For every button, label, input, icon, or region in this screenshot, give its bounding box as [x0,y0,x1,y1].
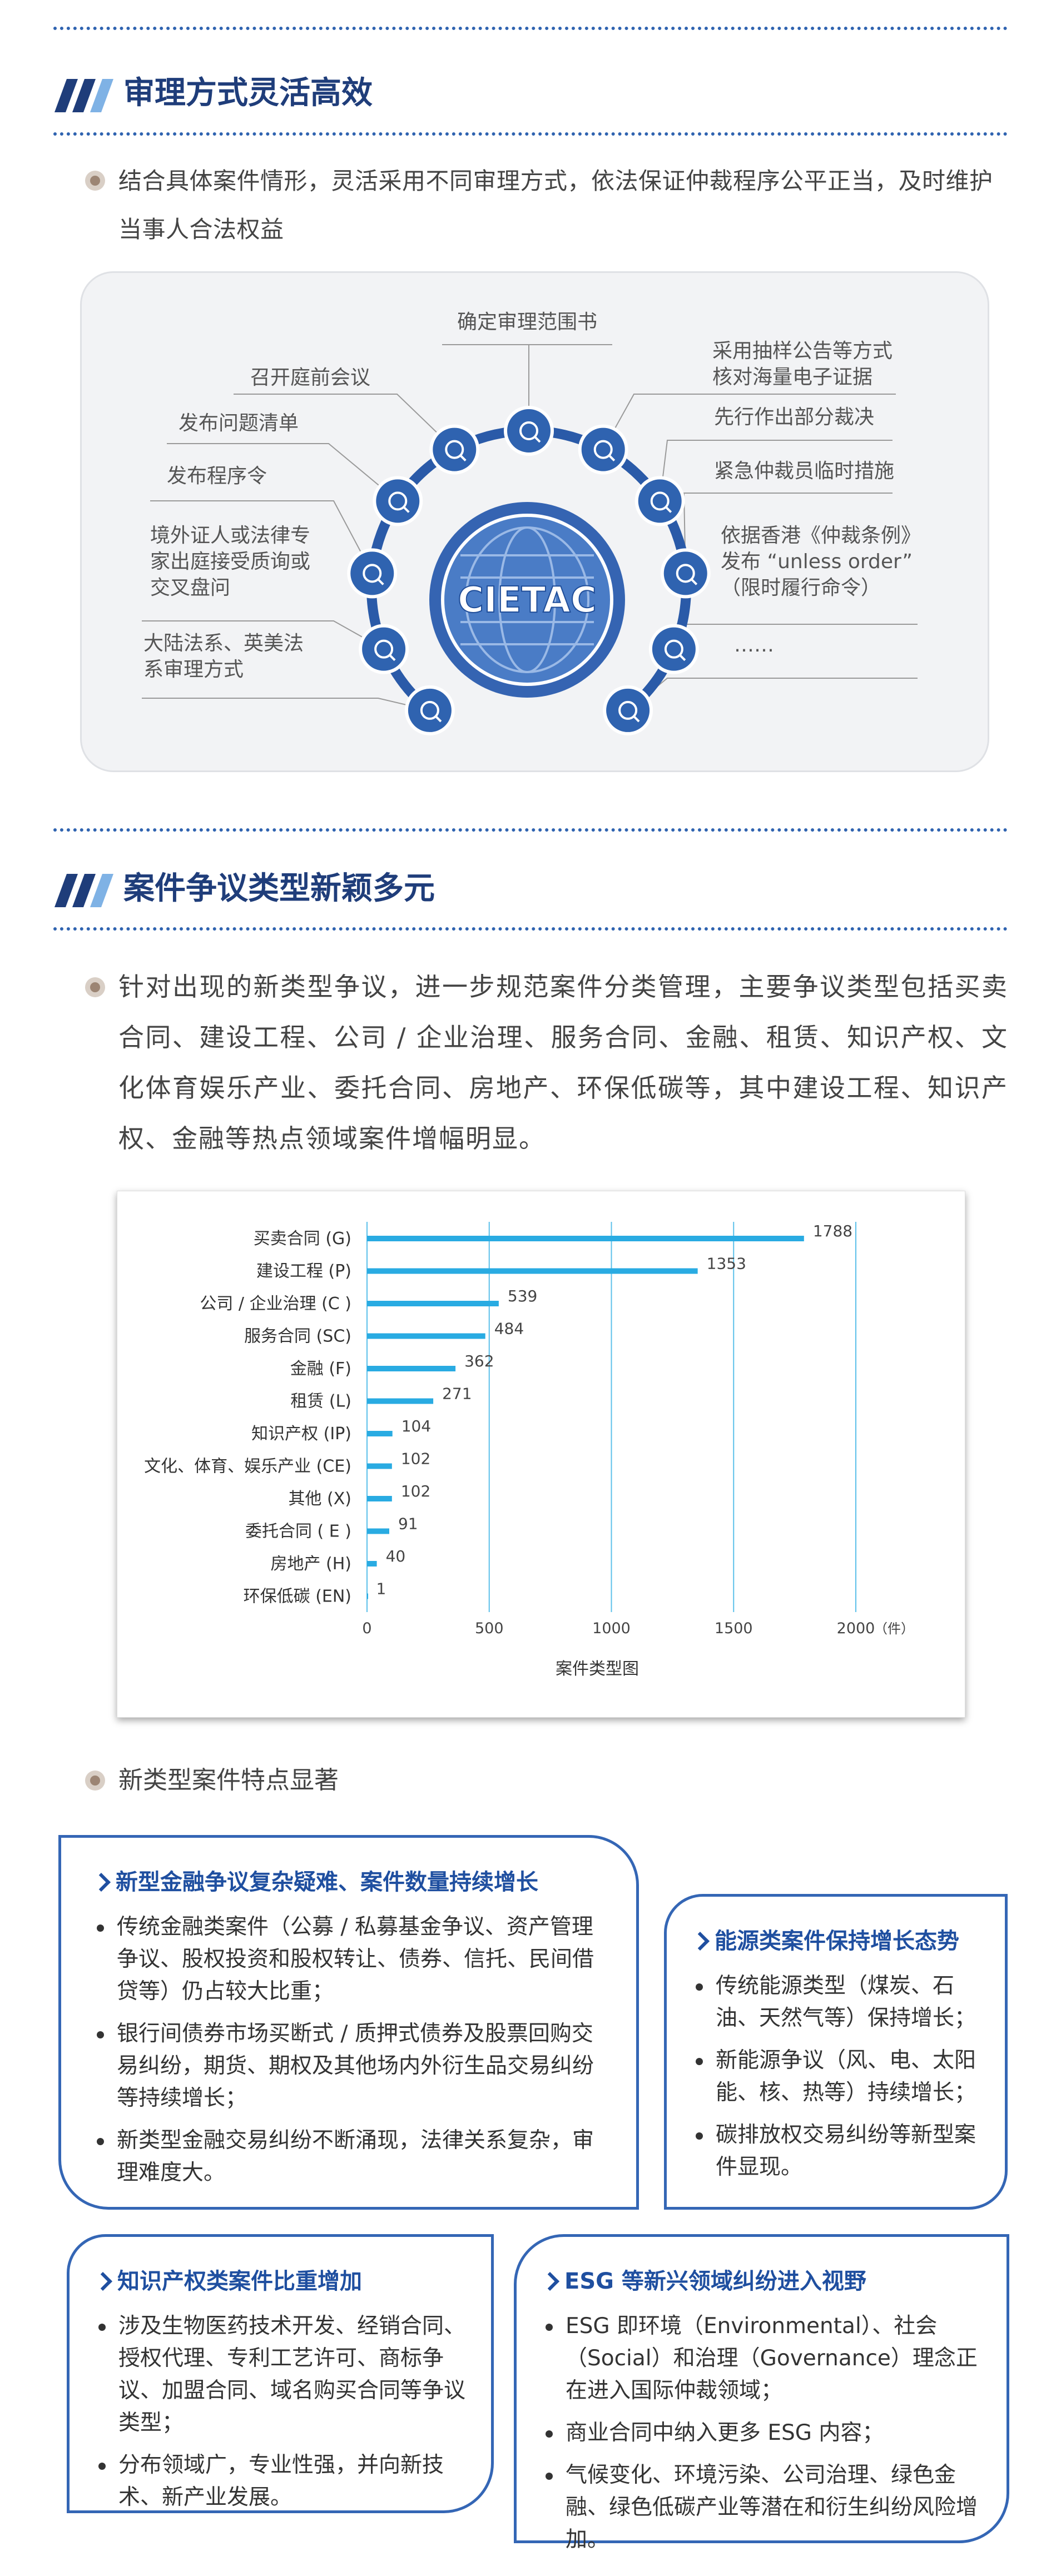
feature-box: 知识产权类案件比重增加涉及生物医药技术开发、经销合同、授权代理、专利工艺许可、商… [67,2234,494,2513]
box-title-text: 知识产权类案件比重增加 [117,2269,362,2294]
chevron [92,1873,111,1892]
feature-box: 能源类案件保持增长态势传统能源类型（煤炭、石油、天然气等）保持增长； 新能源争议（… [664,1894,1008,2210]
bullet-icon [85,171,105,191]
divider [53,27,1008,30]
label-line: 发布程序令 [167,465,267,488]
label-line: 发布问题清单 [179,412,299,435]
box-item: 银行间债券市场买断式 / 质押式债券及股票回购交易纠纷，期货、期权及其他场内外衍… [95,2018,614,2115]
paragraph: 新类型案件特点显著 [118,1766,339,1794]
diagram-label: 境外证人或法律专 家出庭接受质询或 交叉盘问 [150,523,310,601]
box-title: 新型金融争议复杂疑难、案件数量持续增长 [92,1867,614,1898]
diagram-label: 紧急仲裁员临时措施 [714,458,894,484]
paragraph: 结合具体案件情形，灵活采用不同审理方式，依法保证仲裁程序公平正当，及时维护当事人… [118,167,993,243]
bullet-icon [85,977,105,997]
chevron [691,1932,710,1951]
box-title-text: 能源类案件保持增长态势 [715,1928,959,1954]
label-line: 采用抽样公告等方式 [712,340,893,362]
label-line: …… [734,634,774,657]
diagram-label: 采用抽样公告等方式 核对海量电子证据 [712,338,893,390]
diagram-label: 大陆法系、英美法 系审理方式 [143,630,304,683]
box-title: 能源类案件保持增长态势 [691,1926,988,1957]
chart-panel [117,1191,965,1718]
diagram-label: 召开庭前会议 [250,365,370,391]
box-title-text: ESG 等新兴领域纠纷进入视野 [564,2269,866,2294]
label-line: 先行作出部分裁决 [714,406,875,429]
divider [53,132,1008,136]
title-icon [54,79,113,112]
box-item: 分布领域广，专业性强，并向新技术、新产业发展。 [96,2449,471,2514]
label-line: 发布 “unless order” [721,550,913,573]
box-item: ESG 即环境（Environmental）、社会（Social）和治理（Gov… [543,2310,984,2407]
label-line: 依据香港《仲裁条例》 [721,524,921,547]
box-title: ESG 等新兴领域纠纷进入视野 [541,2266,984,2297]
label-line: 核对海量电子证据 [712,366,873,389]
box-item: 碳排放权交易纠纷等新型案件显现。 [693,2119,988,2184]
diagram-label: 先行作出部分裁决 [714,404,874,430]
diagram-label: 依据香港《仲裁条例》 发布 “unless order” （限时履行命令） [721,523,921,601]
chevron [541,2272,559,2291]
box-item: 新类型金融交易纠纷不断涌现，法律关系复杂，审理难度大。 [95,2125,614,2189]
label-line: 召开庭前会议 [250,366,371,389]
section-title: 审理方式灵活高效 [123,75,373,111]
chevron [93,2272,112,2291]
diagram-label: 发布程序令 [167,463,267,489]
box-item: 商业合同中纳入更多 ESG 内容； [543,2417,984,2449]
label-line: 确定审理范围书 [457,311,598,334]
section-title: 案件争议类型新颖多元 [123,871,435,907]
label-line: 系审理方式 [143,658,244,681]
label-line: 大陆法系、英美法 [143,632,304,655]
box-item: 传统能源类型（煤炭、石油、天然气等）保持增长； [693,1970,988,2035]
box-title-text: 新型金融争议复杂疑难、案件数量持续增长 [116,1869,538,1895]
paragraph: 针对出现的新类型争议，进一步规范案件分类管理，主要争议类型包括买卖合同、建设工程… [118,972,1008,1153]
label-line: 家出庭接受质询或 [150,550,311,573]
diagram-label: 发布问题清单 [179,410,299,436]
diagram-label: …… [734,632,774,658]
diagram-label: 确定审理范围书 [457,309,597,335]
feature-box: ESG 等新兴领域纠纷进入视野 ESG 即环境（Environmental）、社会… [514,2234,1009,2552]
box-item: 传统金融类案件（公募 / 私募基金争议、资产管理争议、股权投资和股权转让、债券、… [95,1911,614,2008]
divider [53,927,1008,931]
title-icon [54,874,113,907]
label-line: 交叉盘问 [150,576,231,599]
bullet-icon [85,1771,105,1791]
box-item: 气候变化、环境污染、公司治理、绿色金融、绿色低碳产业等潜在和衍生纠纷风险增加。 [543,2459,984,2556]
box-item: 涉及生物医药技术开发、经销合同、授权代理、专利工艺许可、商标争议、加盟合同、域名… [96,2310,471,2439]
box-title: 知识产权类案件比重增加 [93,2266,471,2297]
divider [53,828,1008,832]
label-line: 紧急仲裁员临时措施 [714,460,895,483]
label-line: 境外证人或法律专 [150,524,311,547]
feature-box: 新型金融争议复杂疑难、案件数量持续增长传统金融类案件（公募 / 私募基金争议、资… [58,1835,639,2210]
box-item: 新能源争议（风、电、太阳能、核、热等）持续增长； [693,2045,988,2109]
label-line: （限时履行命令） [721,576,881,599]
